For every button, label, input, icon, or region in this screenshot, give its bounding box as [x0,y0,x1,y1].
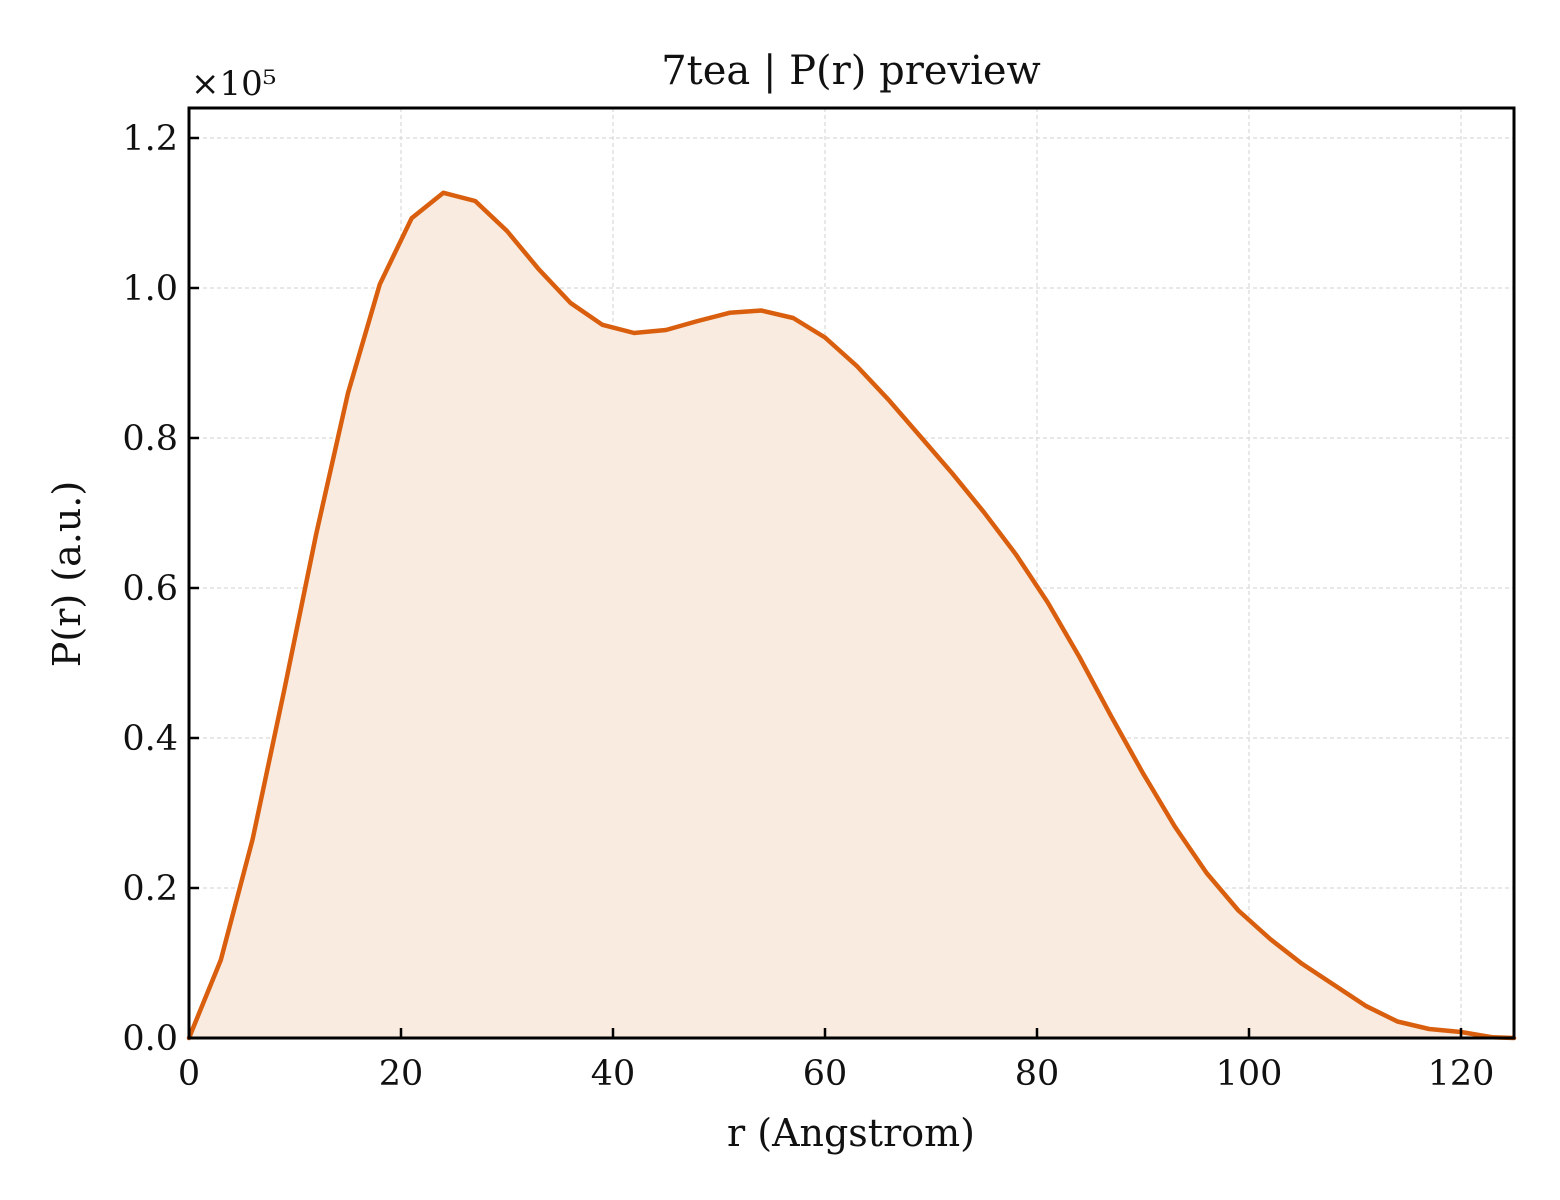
x-tick-label: 40 [591,1054,636,1094]
x-axis-label: r (Angstrom) [727,1111,975,1155]
y-tick-label: 0.8 [122,419,178,459]
x-tick-label: 80 [1015,1054,1060,1094]
y-tick-label: 0.6 [122,569,178,609]
x-tick-label: 120 [1428,1054,1495,1094]
y-axis-label: P(r) (a.u.) [45,481,89,667]
y-tick-label: 0.2 [122,869,178,909]
y-tick-label: 1.2 [122,119,178,159]
y-tick-label: 0.0 [122,1019,178,1059]
x-tick-label: 20 [379,1054,424,1094]
y-axis-multiplier: ×10⁵ [191,64,276,104]
chart-title: 7tea | P(r) preview [661,48,1041,94]
y-tick-label: 1.0 [122,269,178,309]
x-tick-label: 0 [178,1054,200,1094]
area-fill [189,192,1514,1039]
x-tick-label: 60 [803,1054,848,1094]
axis-ticks: 0 20 40 60 80 100 120 0.0 0.2 0.4 0.6 0.8 1.0 1.2 [122,119,1494,1094]
plot-frame [187,106,1516,1040]
y-tick-label: 0.4 [122,719,178,759]
x-tick-label: 100 [1216,1054,1283,1094]
series-line [186,190,1517,1041]
